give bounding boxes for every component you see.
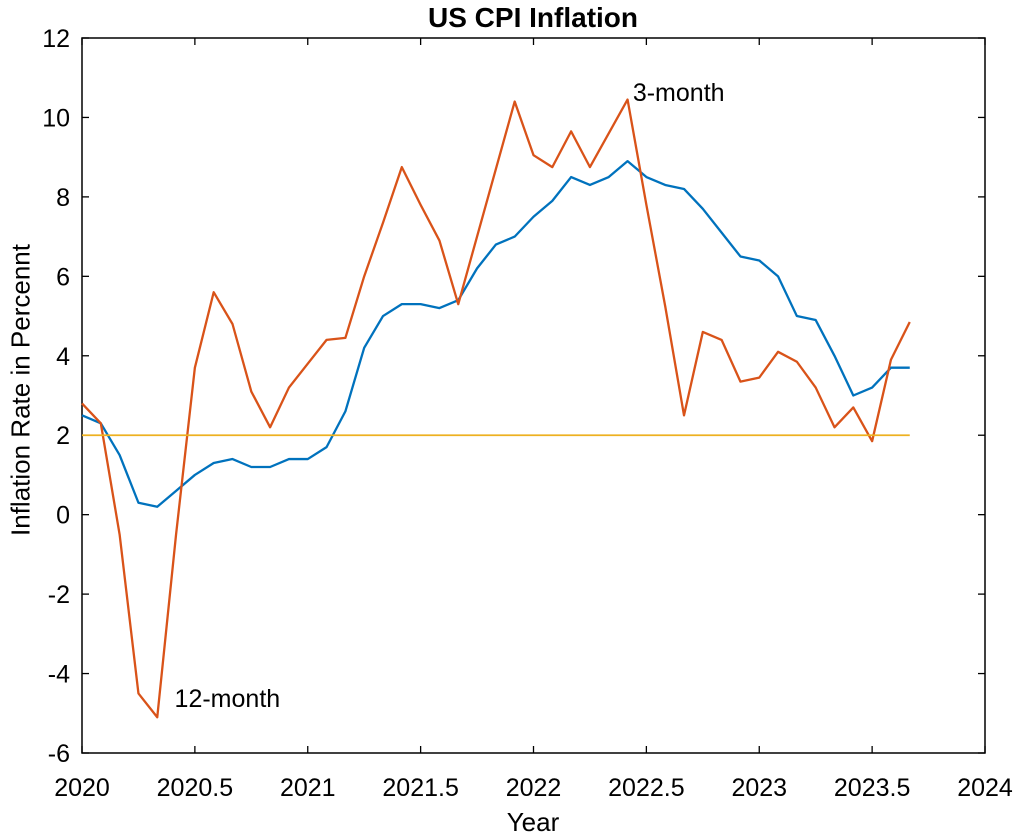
x-tick-label: 2021	[280, 774, 336, 802]
x-tick-label: 2020	[54, 774, 110, 802]
axes-box	[81, 37, 986, 754]
x-tick-label: 2022	[506, 774, 562, 802]
y-tick-label: -6	[48, 740, 70, 768]
annotation-12-month-label: 12-month	[174, 685, 281, 714]
x-axis-label: Year	[506, 807, 560, 837]
annotation-3-month-label: 3-month	[632, 78, 725, 107]
series-line-12-month	[81, 159, 910, 508]
y-axis-label: Inflation Rate in Percennt	[5, 244, 36, 536]
y-tick-label: 2	[56, 422, 70, 450]
chart-title: US CPI Inflation	[428, 2, 638, 33]
y-tick-label: 8	[56, 184, 70, 212]
x-tick-label: 2021.5	[382, 774, 458, 802]
series-line-3-month	[81, 98, 911, 719]
y-tick-label: -4	[48, 661, 70, 689]
y-tick-label: 4	[56, 343, 70, 371]
y-tick-label: 12	[42, 25, 70, 53]
y-tick-label: -2	[48, 581, 70, 609]
x-tick-label: 2023	[731, 774, 787, 802]
x-tick-label: 2024	[957, 774, 1013, 802]
y-tick-label: 6	[56, 263, 70, 291]
x-tick-label: 2023.5	[834, 774, 910, 802]
y-tick-label: 10	[42, 104, 70, 132]
x-tick-label: 2022.5	[608, 774, 684, 802]
x-tick-label: 2020.5	[157, 774, 233, 802]
y-tick-label: 0	[56, 502, 70, 530]
